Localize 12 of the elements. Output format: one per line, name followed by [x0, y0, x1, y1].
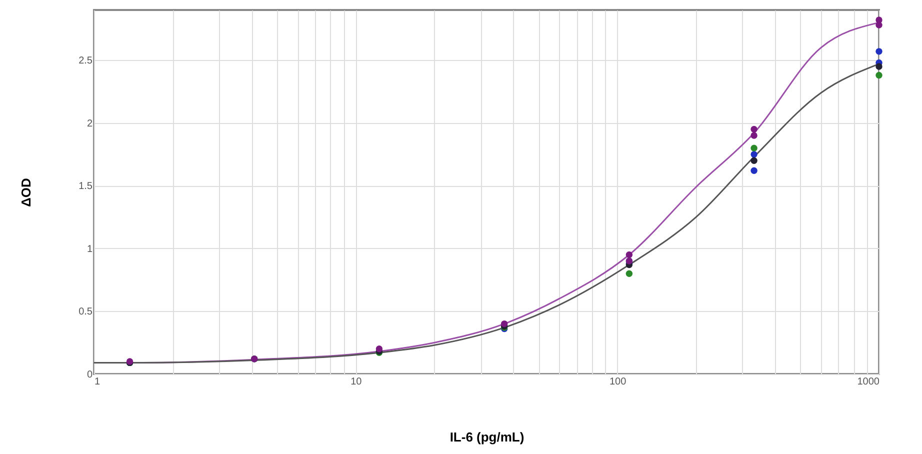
y-tick-label: 1.5	[78, 181, 93, 192]
y-axis-title: ΔOD	[18, 178, 34, 207]
x-tick-label: 1	[94, 376, 100, 388]
y-tick-label: 2	[86, 118, 93, 130]
y-tick-label: 1	[86, 244, 93, 255]
x-tick-label: 1000	[857, 376, 880, 388]
x-tick-label: 10	[350, 376, 362, 388]
x-tick-label: 100	[609, 376, 627, 388]
y-tick-label: 2.5	[78, 56, 93, 67]
x-axis-title: IL-6 (pg/mL)	[450, 430, 524, 444]
y-tick-label: 0	[86, 370, 93, 380]
y-tick-label: 0.5	[78, 306, 93, 318]
